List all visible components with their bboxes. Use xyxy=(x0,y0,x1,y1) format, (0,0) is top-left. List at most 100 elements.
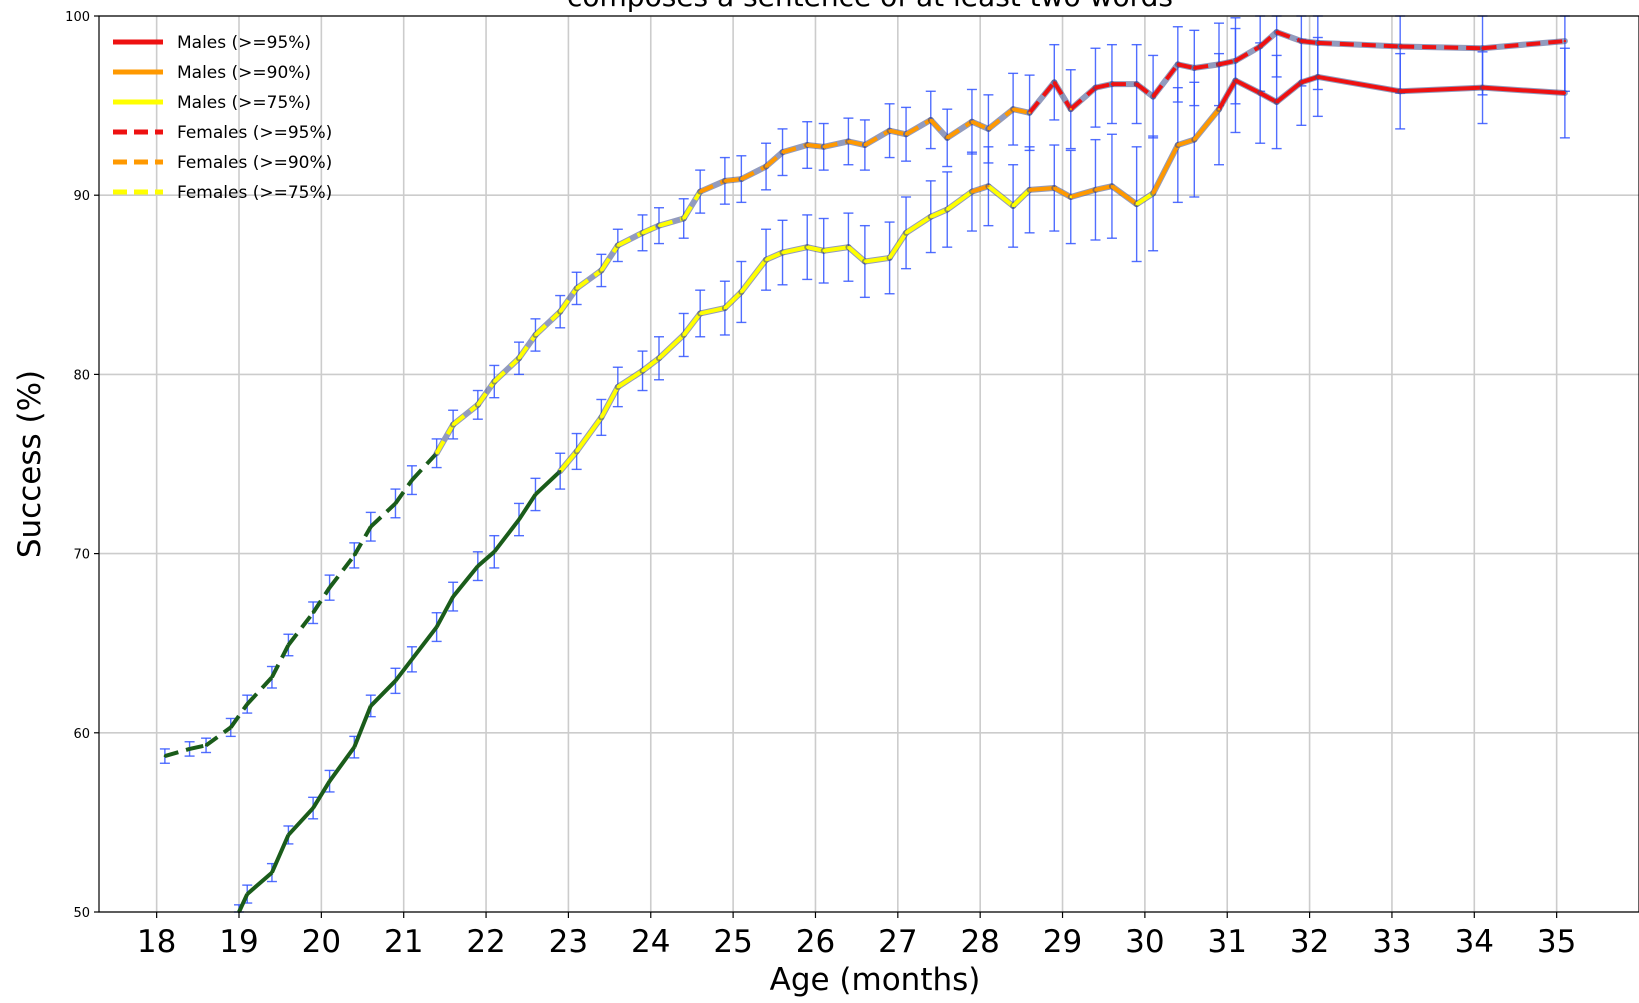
legend-label: Males (>=75%) xyxy=(177,93,311,113)
females-line-segment xyxy=(889,128,907,137)
females-line-segment xyxy=(492,356,521,384)
males-line-segment xyxy=(946,189,974,212)
females-line-segment xyxy=(393,478,414,505)
y-tick-label: 50 xyxy=(73,906,90,921)
data-point xyxy=(723,179,727,183)
x-tick-label: 19 xyxy=(219,924,258,960)
x-tick-label: 18 xyxy=(137,924,176,960)
data-point xyxy=(888,129,891,132)
males-line-segment xyxy=(1053,186,1072,199)
males-line-segment xyxy=(434,595,455,629)
legend-label: Males (>=95%) xyxy=(177,33,311,53)
data-point xyxy=(1176,63,1180,66)
data-point xyxy=(246,892,249,896)
data-point xyxy=(1069,107,1072,111)
males-line-segment xyxy=(1011,188,1031,208)
males-line-segment xyxy=(864,255,890,264)
data-point xyxy=(698,312,702,315)
data-point xyxy=(682,333,685,337)
x-axis-title: Age (months) xyxy=(770,962,981,998)
data-point xyxy=(1275,100,1278,104)
males-line-segment xyxy=(237,893,250,913)
data-point xyxy=(1563,91,1567,95)
males-line-segment xyxy=(1110,184,1138,206)
data-point xyxy=(781,251,784,254)
data-point xyxy=(311,806,315,810)
females-line-segment xyxy=(1177,62,1195,70)
females-line-segment xyxy=(369,501,397,529)
data-point xyxy=(435,625,438,629)
females-line-segment xyxy=(1151,63,1180,98)
males-line-segment xyxy=(492,518,521,554)
data-point xyxy=(806,143,809,147)
males-line-segment xyxy=(641,356,661,373)
x-tick-label: 22 xyxy=(466,924,505,960)
y-axis-title: Success (%) xyxy=(12,370,48,558)
x-tick-label: 21 xyxy=(384,924,423,960)
females-line-segment xyxy=(616,231,644,248)
data-point xyxy=(723,306,727,310)
females-line-segment xyxy=(558,287,579,313)
data-point xyxy=(287,643,290,647)
data-point xyxy=(740,290,743,294)
data-point xyxy=(394,502,397,505)
data-point xyxy=(888,256,891,260)
data-point xyxy=(1110,82,1114,86)
data-point xyxy=(1094,188,1097,192)
females-line-segment xyxy=(929,118,949,140)
data-point xyxy=(369,704,372,708)
data-point xyxy=(1069,195,1072,199)
axis-ticks: 18 19 20 21 22 23 24 25 26 27 28 29 30 31 32 33 34 35 50 60… xyxy=(65,10,1576,960)
data-point xyxy=(616,385,620,389)
females-line-segment xyxy=(517,333,538,360)
females-line-segment xyxy=(434,423,455,455)
data-point xyxy=(987,185,990,188)
females-line-segment xyxy=(987,107,1015,131)
data-point xyxy=(600,416,603,419)
data-point xyxy=(863,260,867,263)
females-line-segment xyxy=(270,644,291,679)
females-line-segment xyxy=(971,119,990,131)
data-point xyxy=(451,595,455,598)
females-line-segment xyxy=(189,743,207,751)
data-point xyxy=(476,403,480,407)
data-point xyxy=(1053,186,1056,190)
males-line-segment xyxy=(1259,91,1278,104)
females-line-segment xyxy=(204,725,232,747)
data-point xyxy=(534,333,537,337)
males-line-segment xyxy=(352,705,373,748)
males-line-segment xyxy=(682,312,702,337)
males-line-segment xyxy=(1135,191,1155,206)
data-point xyxy=(822,145,825,149)
data-point xyxy=(863,143,867,147)
data-point xyxy=(1398,45,1402,48)
data-point xyxy=(1176,143,1180,147)
legend-label: Males (>=90%) xyxy=(177,63,311,83)
data-point xyxy=(1481,47,1484,50)
data-point xyxy=(1110,185,1114,188)
x-tick-label: 29 xyxy=(1043,924,1082,960)
data-point xyxy=(575,450,578,453)
data-point xyxy=(558,469,562,473)
data-point xyxy=(657,224,661,227)
data-point xyxy=(1316,75,1320,79)
data-point xyxy=(970,190,974,193)
data-point xyxy=(682,217,685,220)
data-point xyxy=(1481,86,1484,89)
data-point xyxy=(616,244,620,247)
males-line-segment xyxy=(1317,74,1401,94)
error-bars xyxy=(159,15,1570,913)
females-line-segment xyxy=(229,702,249,729)
data-point xyxy=(1217,63,1221,66)
females-line-segment xyxy=(1218,58,1236,67)
legend-label: Females (>=90%) xyxy=(177,153,332,173)
males-line-segment xyxy=(311,780,332,810)
females-line-segment xyxy=(740,164,767,181)
data-point xyxy=(493,550,496,554)
data-point xyxy=(987,127,990,131)
data-point xyxy=(600,269,603,272)
males-line-segment xyxy=(517,493,538,521)
females-line-segment xyxy=(863,128,891,147)
data-point xyxy=(270,676,274,679)
